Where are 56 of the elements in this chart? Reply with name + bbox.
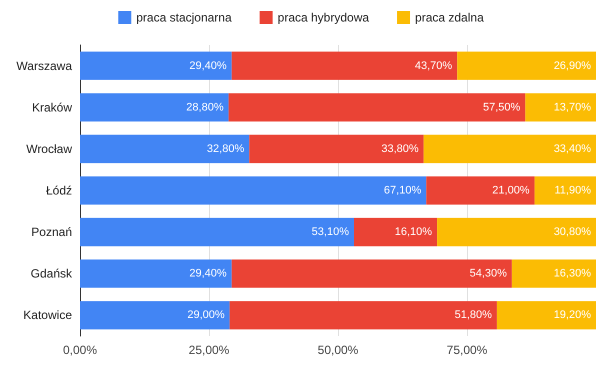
x-tick-label: 25,00% (188, 343, 230, 357)
y-tick-label: Łódź (46, 184, 72, 198)
bar (457, 52, 596, 80)
data-label: 30,80% (554, 226, 592, 238)
bar (80, 260, 232, 288)
x-tick-label: 75,00% (446, 343, 488, 357)
data-label: 53,10% (312, 226, 350, 238)
y-tick-label: Gdańsk (30, 266, 73, 281)
bar (496, 301, 596, 330)
bar (424, 134, 596, 164)
y-tick-label: Poznań (31, 225, 72, 240)
data-label: 29,40% (189, 268, 227, 280)
bar (80, 52, 232, 80)
y-tick-label: Warszawa (16, 58, 72, 73)
data-label: 21,00% (492, 184, 530, 196)
bar (80, 93, 229, 122)
x-tick-label: 50,00% (318, 343, 359, 357)
data-label: 16,10% (394, 226, 432, 238)
bar (228, 93, 526, 122)
y-tick-label: Katowice (23, 308, 72, 322)
data-label: 54,30% (470, 268, 508, 280)
bar (232, 52, 458, 80)
data-label: 33,40% (554, 142, 592, 155)
legend-label: praca hybrydowa (278, 10, 370, 24)
bar (534, 176, 596, 205)
data-label: 57,50% (482, 101, 521, 114)
data-label: 43,70% (414, 60, 452, 72)
data-label: 32,80% (206, 142, 244, 155)
bar (80, 301, 230, 330)
data-label: 11,90% (554, 184, 592, 196)
data-label: 13,70% (554, 101, 592, 114)
y-tick-label: Kraków (32, 100, 72, 114)
legend-label: praca zdalna (415, 10, 484, 24)
bar (232, 260, 512, 288)
bar (230, 301, 497, 330)
data-label: 29,00% (187, 309, 225, 322)
bar (80, 134, 250, 164)
data-label: 67,10% (384, 184, 422, 196)
x-tick-label: 0,00% (62, 343, 98, 357)
data-label: 29,40% (189, 60, 227, 72)
legend-label: praca stacjonarna (136, 10, 232, 24)
data-label: 33,80% (381, 142, 419, 155)
data-label: 19,20% (554, 309, 592, 322)
bar (249, 134, 424, 164)
bar (437, 218, 596, 246)
bar (80, 176, 426, 205)
bar (512, 260, 596, 288)
data-label: 16,30% (554, 268, 592, 280)
data-label: 28,80% (186, 101, 224, 114)
y-tick-label: Wrocław (26, 142, 72, 156)
bar (525, 93, 596, 122)
bar (80, 218, 354, 246)
bar (354, 218, 438, 246)
bar (426, 176, 535, 205)
data-label: 26,90% (554, 60, 592, 72)
data-label: 51,80% (454, 309, 492, 322)
